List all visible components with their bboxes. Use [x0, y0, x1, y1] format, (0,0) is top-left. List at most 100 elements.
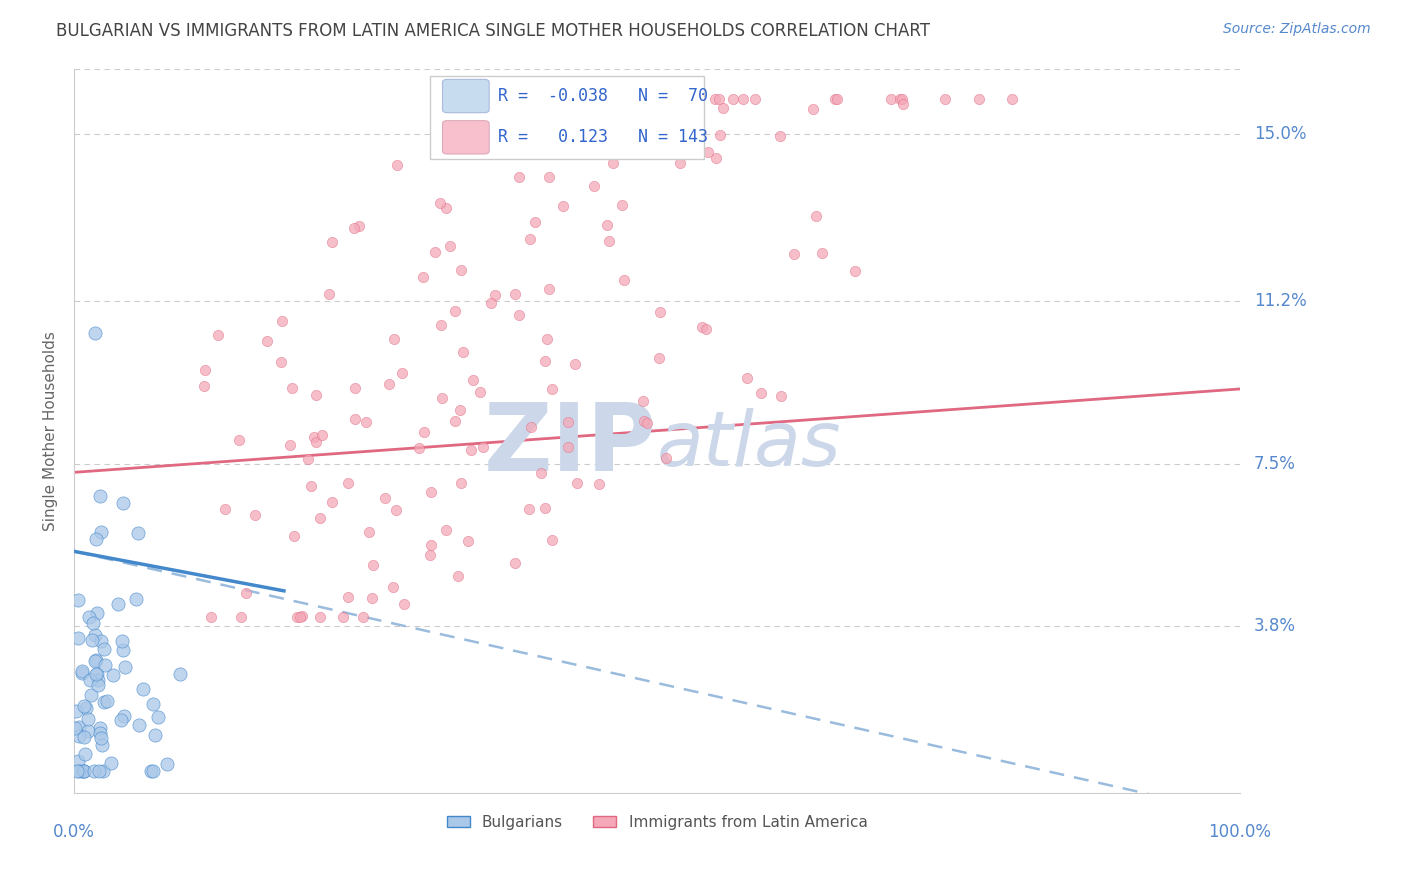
Point	[207, 328, 229, 343]
Point	[142, 764, 165, 778]
Point	[357, 525, 380, 540]
Point	[302, 430, 325, 444]
Point	[110, 714, 132, 728]
Point	[308, 510, 330, 524]
Point	[73, 730, 96, 744]
Point	[636, 417, 658, 431]
Point	[540, 382, 562, 396]
Point	[519, 232, 541, 246]
Point	[419, 485, 441, 500]
Point	[343, 221, 366, 235]
Point	[107, 597, 129, 611]
Point	[671, 145, 693, 160]
Point	[75, 747, 97, 762]
Text: 15.0%: 15.0%	[1254, 126, 1306, 144]
Point	[412, 270, 434, 285]
Point	[73, 699, 96, 714]
Point	[87, 673, 110, 687]
Point	[321, 235, 343, 250]
Point	[384, 503, 406, 517]
Point	[84, 532, 107, 546]
Point	[354, 415, 377, 429]
Point	[503, 286, 526, 301]
Point	[733, 92, 755, 106]
Point	[735, 371, 758, 385]
Point	[429, 195, 451, 210]
Point	[612, 273, 634, 287]
Point	[508, 309, 530, 323]
Point	[332, 610, 354, 624]
Point	[596, 218, 619, 232]
Point	[598, 234, 620, 248]
Point	[479, 295, 502, 310]
Point	[408, 442, 430, 456]
Point	[669, 155, 692, 169]
Point	[67, 720, 90, 734]
Point	[67, 729, 90, 743]
Point	[413, 425, 436, 440]
Point	[378, 377, 401, 392]
Point	[382, 580, 405, 594]
Point	[75, 700, 97, 714]
Point	[505, 556, 527, 570]
Point	[89, 764, 111, 778]
Point	[70, 664, 93, 678]
Point	[291, 609, 314, 624]
Point	[318, 287, 340, 301]
Point	[538, 282, 561, 296]
Point	[880, 92, 903, 106]
Point	[450, 475, 472, 490]
Point	[93, 695, 115, 709]
Point	[391, 366, 413, 380]
Point	[93, 641, 115, 656]
Point	[127, 525, 149, 540]
Point	[128, 718, 150, 732]
Point	[1001, 92, 1024, 106]
FancyBboxPatch shape	[443, 120, 489, 154]
Point	[557, 415, 579, 429]
Point	[84, 667, 107, 681]
Point	[704, 92, 727, 106]
Point	[783, 246, 806, 260]
Point	[67, 764, 90, 778]
Point	[520, 419, 543, 434]
FancyBboxPatch shape	[430, 76, 703, 159]
Point	[844, 264, 866, 278]
Point	[66, 632, 89, 646]
Text: ZIP: ZIP	[484, 399, 657, 491]
Point	[567, 475, 589, 490]
Point	[648, 351, 671, 366]
Point	[283, 529, 305, 543]
Point	[457, 533, 479, 548]
Point	[111, 642, 134, 657]
Point	[70, 764, 93, 778]
Point	[508, 169, 530, 184]
Point	[256, 334, 278, 348]
Point	[588, 476, 610, 491]
Point	[65, 704, 87, 718]
Point	[281, 381, 304, 395]
Text: 3.8%: 3.8%	[1254, 617, 1296, 635]
Legend: Bulgarians, Immigrants from Latin America: Bulgarians, Immigrants from Latin Americ…	[440, 809, 873, 836]
Point	[125, 591, 148, 606]
Point	[243, 508, 266, 522]
Point	[460, 443, 482, 458]
Point	[891, 92, 914, 106]
Point	[450, 263, 472, 277]
Point	[661, 140, 683, 154]
Point	[270, 354, 292, 368]
Point	[434, 201, 457, 215]
Point	[66, 754, 89, 768]
Point	[90, 633, 112, 648]
Point	[344, 412, 367, 426]
Point	[361, 591, 384, 605]
Point	[769, 129, 792, 144]
Point	[444, 304, 467, 318]
Point	[612, 197, 634, 211]
Text: R =  -0.038   N =  70: R = -0.038 N = 70	[499, 87, 709, 105]
Text: 100.0%: 100.0%	[1209, 823, 1271, 841]
Point	[76, 712, 98, 726]
Point	[449, 403, 471, 417]
Point	[142, 697, 165, 711]
Point	[278, 437, 301, 451]
